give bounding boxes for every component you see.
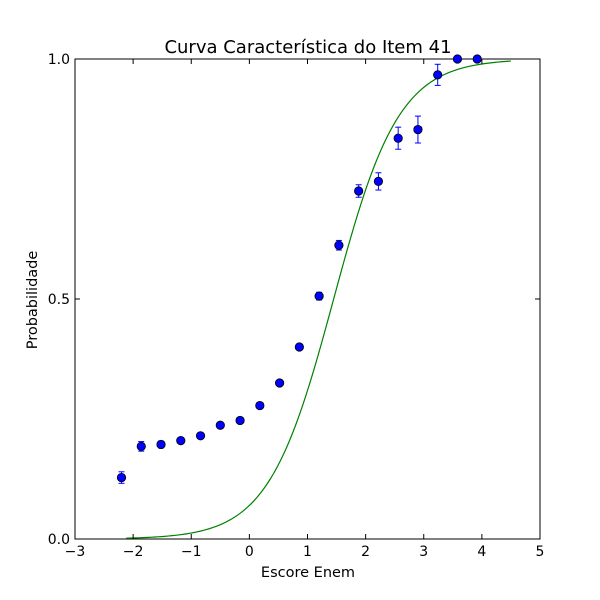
x-tick-label: −2 [123, 544, 144, 560]
y-tick-label: 0.0 [48, 532, 70, 548]
x-tick-label: −3 [65, 544, 86, 560]
data-point [413, 124, 423, 135]
x-tick-label: 5 [536, 544, 545, 560]
data-point [195, 431, 206, 441]
x-tick-label: 1 [303, 544, 312, 560]
data-point [314, 291, 324, 301]
data-point [354, 186, 364, 196]
x-tick-label: 0 [245, 544, 254, 560]
data-point [452, 54, 463, 64]
data-point [156, 439, 166, 450]
x-tick-label: 4 [477, 544, 486, 560]
data-point [373, 176, 384, 186]
data-point [294, 342, 304, 352]
x-tick-label: 3 [419, 544, 428, 560]
x-axis-label: Escore Enem [261, 565, 355, 581]
y-axis-label: Probabilidade [25, 251, 41, 350]
data-point [433, 70, 443, 80]
data-point [274, 378, 285, 388]
y-tick-label: 0.5 [48, 292, 70, 308]
y-tick-label: 1.0 [48, 52, 70, 68]
data-point [235, 415, 245, 426]
data-point [255, 400, 265, 411]
data-point [116, 472, 127, 483]
x-tick-label: −1 [181, 544, 202, 560]
x-tick-label: 2 [361, 544, 370, 560]
x-axis: −3 −2 −1 0 1 2 3 4 5 [65, 59, 545, 560]
data-point [136, 441, 146, 451]
data-point [176, 435, 186, 446]
data-points-series [116, 54, 482, 484]
plot-frame [74, 58, 541, 540]
plot-area [74, 54, 541, 540]
data-point [215, 420, 225, 430]
data-point [334, 240, 344, 250]
y-axis: 0.0 0.5 1.0 [48, 52, 540, 548]
chart-title: Curva Característica do Item 41 [164, 37, 451, 58]
model-curve-line [126, 60, 511, 539]
data-point [393, 133, 403, 143]
data-point [472, 54, 482, 64]
